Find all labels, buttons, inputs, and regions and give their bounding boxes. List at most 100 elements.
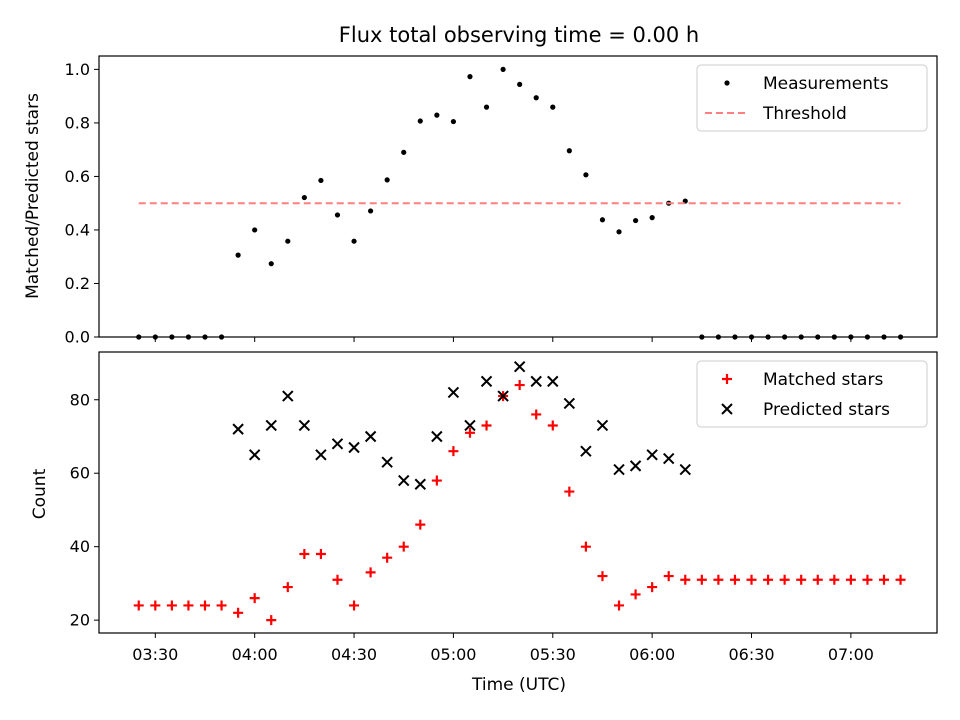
data-point	[199, 600, 210, 611]
x-tick-label: 05:00	[430, 645, 476, 664]
data-point	[331, 438, 344, 450]
plot-frame	[98, 55, 938, 338]
data-point	[152, 334, 158, 340]
data-point	[136, 334, 142, 340]
data-point	[248, 449, 261, 461]
data-point	[798, 334, 804, 340]
data-point	[334, 212, 341, 218]
data-point	[233, 607, 244, 618]
data-point	[663, 571, 674, 582]
data-point	[614, 600, 625, 611]
data-point	[514, 380, 525, 391]
data-point	[845, 574, 856, 585]
data-point	[815, 334, 821, 340]
data-point	[417, 118, 423, 124]
data-point	[779, 574, 790, 585]
series-measurements	[136, 66, 904, 340]
data-point	[301, 194, 307, 201]
data-point	[480, 375, 493, 388]
data-point	[796, 574, 807, 585]
data-point	[533, 95, 539, 101]
data-point	[547, 420, 558, 431]
data-point	[318, 177, 324, 184]
data-point	[235, 252, 241, 258]
data-point	[185, 334, 192, 340]
data-point	[299, 549, 310, 560]
x-tick-label: 06:00	[629, 645, 675, 664]
data-point	[218, 334, 225, 340]
top-y-axis-label: Matched/Predicted stars	[23, 93, 43, 299]
data-point	[368, 208, 374, 214]
data-point	[414, 478, 426, 490]
data-point	[481, 420, 492, 431]
y-tick-label: 0.8	[65, 113, 90, 132]
data-point	[500, 66, 506, 72]
legend-label: Measurements	[763, 74, 889, 94]
data-point	[583, 172, 589, 178]
data-point	[616, 229, 622, 235]
data-point	[447, 386, 460, 399]
data-point	[349, 600, 360, 611]
y-tick-label: 80	[70, 390, 90, 409]
data-point	[351, 238, 357, 244]
data-point	[266, 615, 277, 626]
y-tick-label: 0.0	[65, 328, 90, 347]
data-point	[183, 600, 194, 611]
y-tick-label: 0.2	[65, 274, 90, 293]
data-point	[398, 474, 410, 487]
data-point	[680, 574, 691, 585]
data-point	[150, 600, 161, 611]
data-point	[382, 552, 393, 563]
data-point	[517, 81, 523, 87]
data-point	[252, 227, 258, 233]
legend: Measurements Threshold	[696, 64, 928, 132]
data-point	[679, 463, 691, 476]
data-point	[599, 217, 606, 223]
y-tick-label: 0.6	[65, 167, 90, 186]
plot-frame	[98, 351, 938, 634]
data-point	[268, 261, 274, 267]
data-point	[265, 419, 277, 432]
data-point	[566, 148, 572, 154]
data-point	[629, 460, 642, 472]
series-predicted-stars	[232, 360, 691, 490]
data-point	[563, 397, 576, 410]
y-tick-label: 40	[70, 537, 90, 556]
data-point	[398, 541, 409, 552]
data-point	[431, 475, 442, 486]
data-point	[632, 217, 639, 224]
data-point	[550, 104, 556, 110]
data-point	[862, 574, 873, 585]
data-point	[765, 334, 771, 340]
data-point	[401, 149, 407, 155]
data-point	[232, 423, 244, 435]
data-point	[879, 574, 890, 585]
legend-swatch	[724, 80, 730, 86]
bottom-y-axis-label: Count	[30, 468, 50, 519]
chart-title: Flux total observing time = 0.00 h	[339, 23, 699, 47]
data-point	[332, 574, 343, 585]
data-point	[848, 334, 854, 340]
data-point	[729, 574, 740, 585]
data-point	[746, 574, 757, 585]
data-point	[580, 541, 591, 552]
data-point	[483, 104, 490, 110]
data-point	[497, 390, 509, 402]
x-axis-label: Time (UTC)	[471, 675, 566, 695]
data-point	[169, 334, 175, 340]
data-point	[464, 427, 475, 438]
data-point	[713, 574, 724, 585]
y-tick-label: 60	[70, 464, 90, 483]
data-point	[696, 574, 707, 585]
data-point	[202, 334, 208, 340]
x-tick-label: 04:30	[331, 645, 377, 664]
legend: Matched stars Predicted stars	[696, 360, 928, 428]
data-point	[715, 334, 721, 340]
data-point	[315, 449, 327, 461]
legend-label: Predicted stars	[763, 400, 890, 420]
data-point	[513, 360, 526, 373]
data-point	[732, 334, 738, 340]
data-point	[782, 334, 788, 340]
legend-label: Matched stars	[763, 370, 883, 390]
